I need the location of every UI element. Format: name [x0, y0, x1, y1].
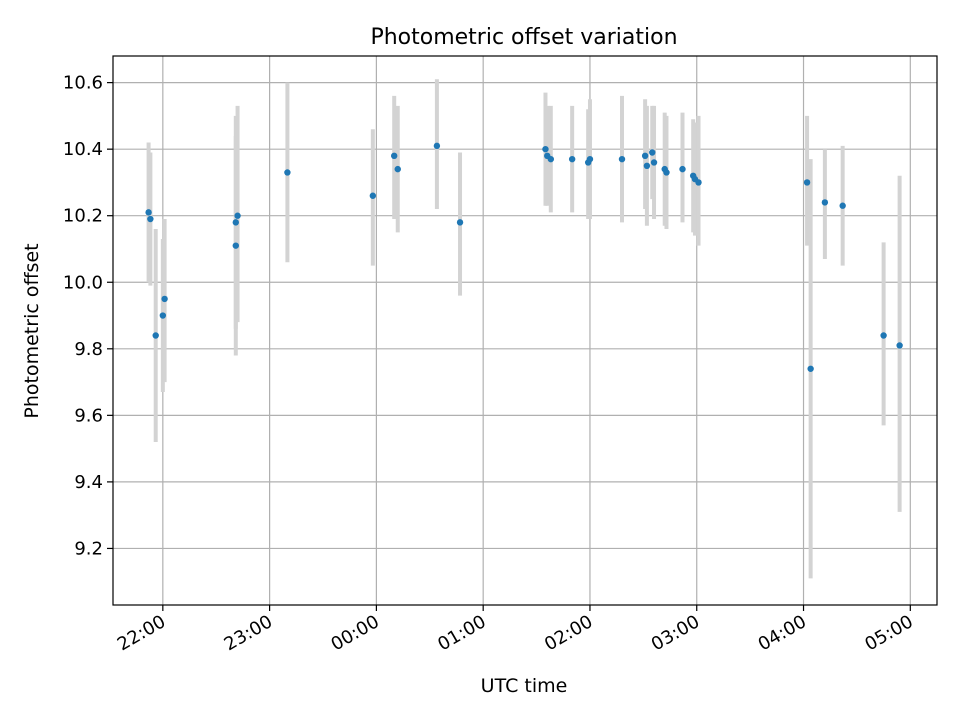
data-point	[161, 295, 168, 303]
data-point	[695, 179, 702, 186]
data-points	[145, 142, 903, 372]
data-point	[394, 165, 401, 173]
data-point	[159, 312, 167, 319]
data-point	[586, 155, 594, 163]
data-point	[147, 215, 154, 223]
plot-frame	[112, 55, 938, 606]
y-tick-label: 10.4	[63, 139, 103, 160]
data-point	[663, 169, 670, 176]
data-point	[839, 202, 846, 209]
data-point	[803, 179, 811, 186]
data-point	[649, 149, 656, 156]
data-point	[542, 145, 549, 153]
y-tick-label: 10.6	[63, 73, 103, 94]
y-tick-label: 10.2	[63, 206, 103, 227]
data-point	[433, 142, 441, 150]
data-point	[284, 169, 291, 176]
data-point	[896, 342, 903, 349]
data-point	[880, 332, 887, 339]
data-point	[821, 199, 829, 206]
data-point	[643, 162, 651, 169]
data-point	[618, 155, 626, 163]
x-axis-label: UTC time	[481, 675, 568, 697]
y-tick-label: 9.8	[74, 339, 103, 360]
y-tick-label: 9.6	[74, 405, 103, 426]
data-point	[679, 165, 686, 173]
y-tick-label: 9.4	[74, 472, 103, 493]
data-point	[152, 332, 159, 339]
data-point	[232, 219, 239, 226]
data-point	[650, 159, 658, 166]
data-point	[547, 155, 555, 163]
data-point	[234, 212, 241, 219]
chart-title: Photometric offset variation	[370, 25, 677, 50]
data-point	[807, 365, 814, 372]
y-axis-label: Photometric offset	[21, 243, 43, 418]
y-tick-label: 9.2	[74, 538, 103, 559]
data-point	[456, 219, 464, 226]
data-point	[369, 192, 377, 199]
data-point	[232, 242, 239, 249]
data-point	[641, 152, 649, 160]
data-point	[568, 155, 576, 163]
y-tick-label: 10.0	[63, 272, 103, 293]
data-point	[145, 209, 152, 216]
data-point	[390, 152, 398, 160]
